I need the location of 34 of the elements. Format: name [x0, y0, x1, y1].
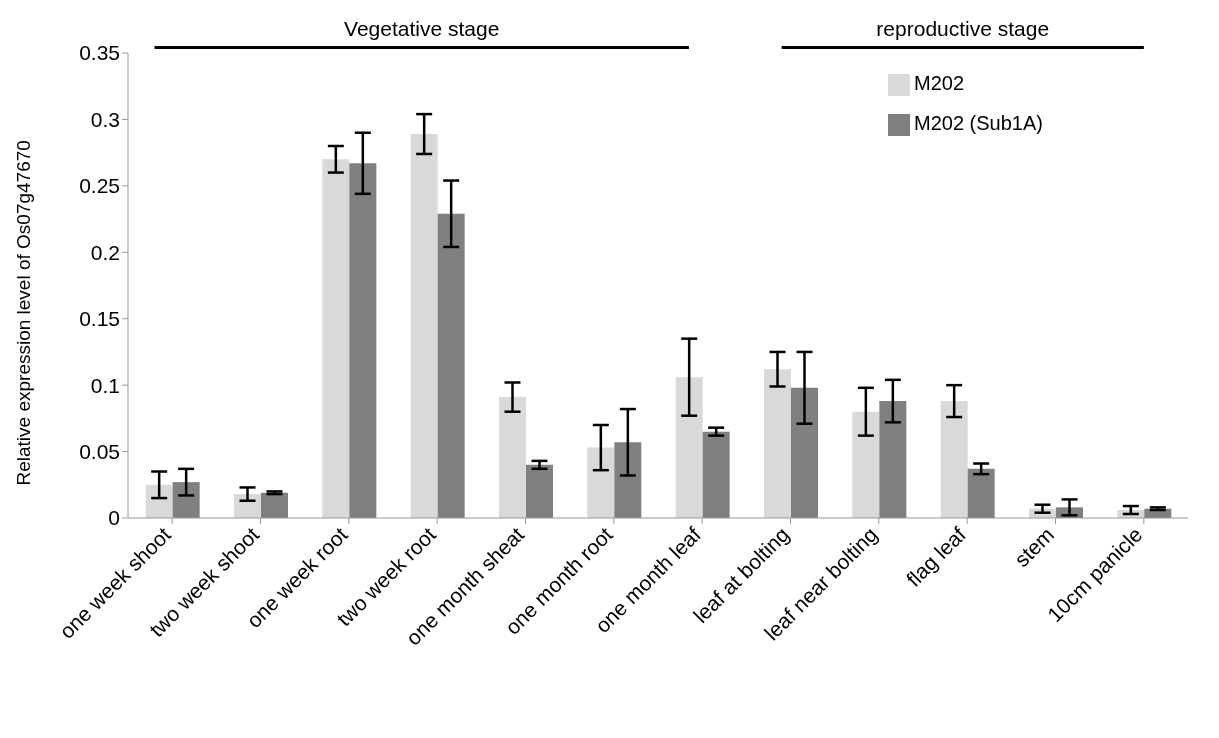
y-tick-label: 0 [108, 506, 120, 530]
bar [410, 134, 438, 518]
y-tick-label: 0.3 [90, 107, 120, 131]
y-tick-label: 0.1 [90, 373, 120, 397]
y-tick-label: 0.05 [79, 440, 120, 464]
bar [261, 492, 288, 518]
bar [614, 442, 642, 518]
text: reproductive stage [876, 17, 1050, 40]
bar [145, 484, 173, 518]
bar [349, 163, 377, 518]
y-tick-label: 0.25 [79, 174, 120, 198]
bar [702, 431, 730, 518]
y-axis-title: Relative expression level of Os07g47670 [12, 140, 34, 486]
bar [499, 397, 526, 518]
bar [967, 468, 995, 518]
bar [791, 387, 818, 518]
bar [675, 377, 703, 518]
bar [852, 411, 880, 518]
y-tick-label: 0.15 [79, 307, 120, 331]
x-tick-label: flag leaf [901, 522, 971, 591]
bar [764, 369, 791, 518]
legend-label: M202 (Sub1A) [914, 112, 1043, 134]
bar [879, 401, 907, 518]
y-tick-label: 0.2 [90, 240, 120, 264]
bar [526, 464, 553, 518]
bar [234, 494, 261, 518]
y-tick-label: 0.35 [79, 41, 120, 65]
bar [437, 213, 465, 518]
legend-label: M202 [914, 72, 965, 94]
bar [322, 159, 350, 518]
bar [172, 482, 200, 518]
bar [940, 401, 968, 518]
text: Vegetative stage [344, 17, 500, 40]
bar [587, 447, 615, 518]
